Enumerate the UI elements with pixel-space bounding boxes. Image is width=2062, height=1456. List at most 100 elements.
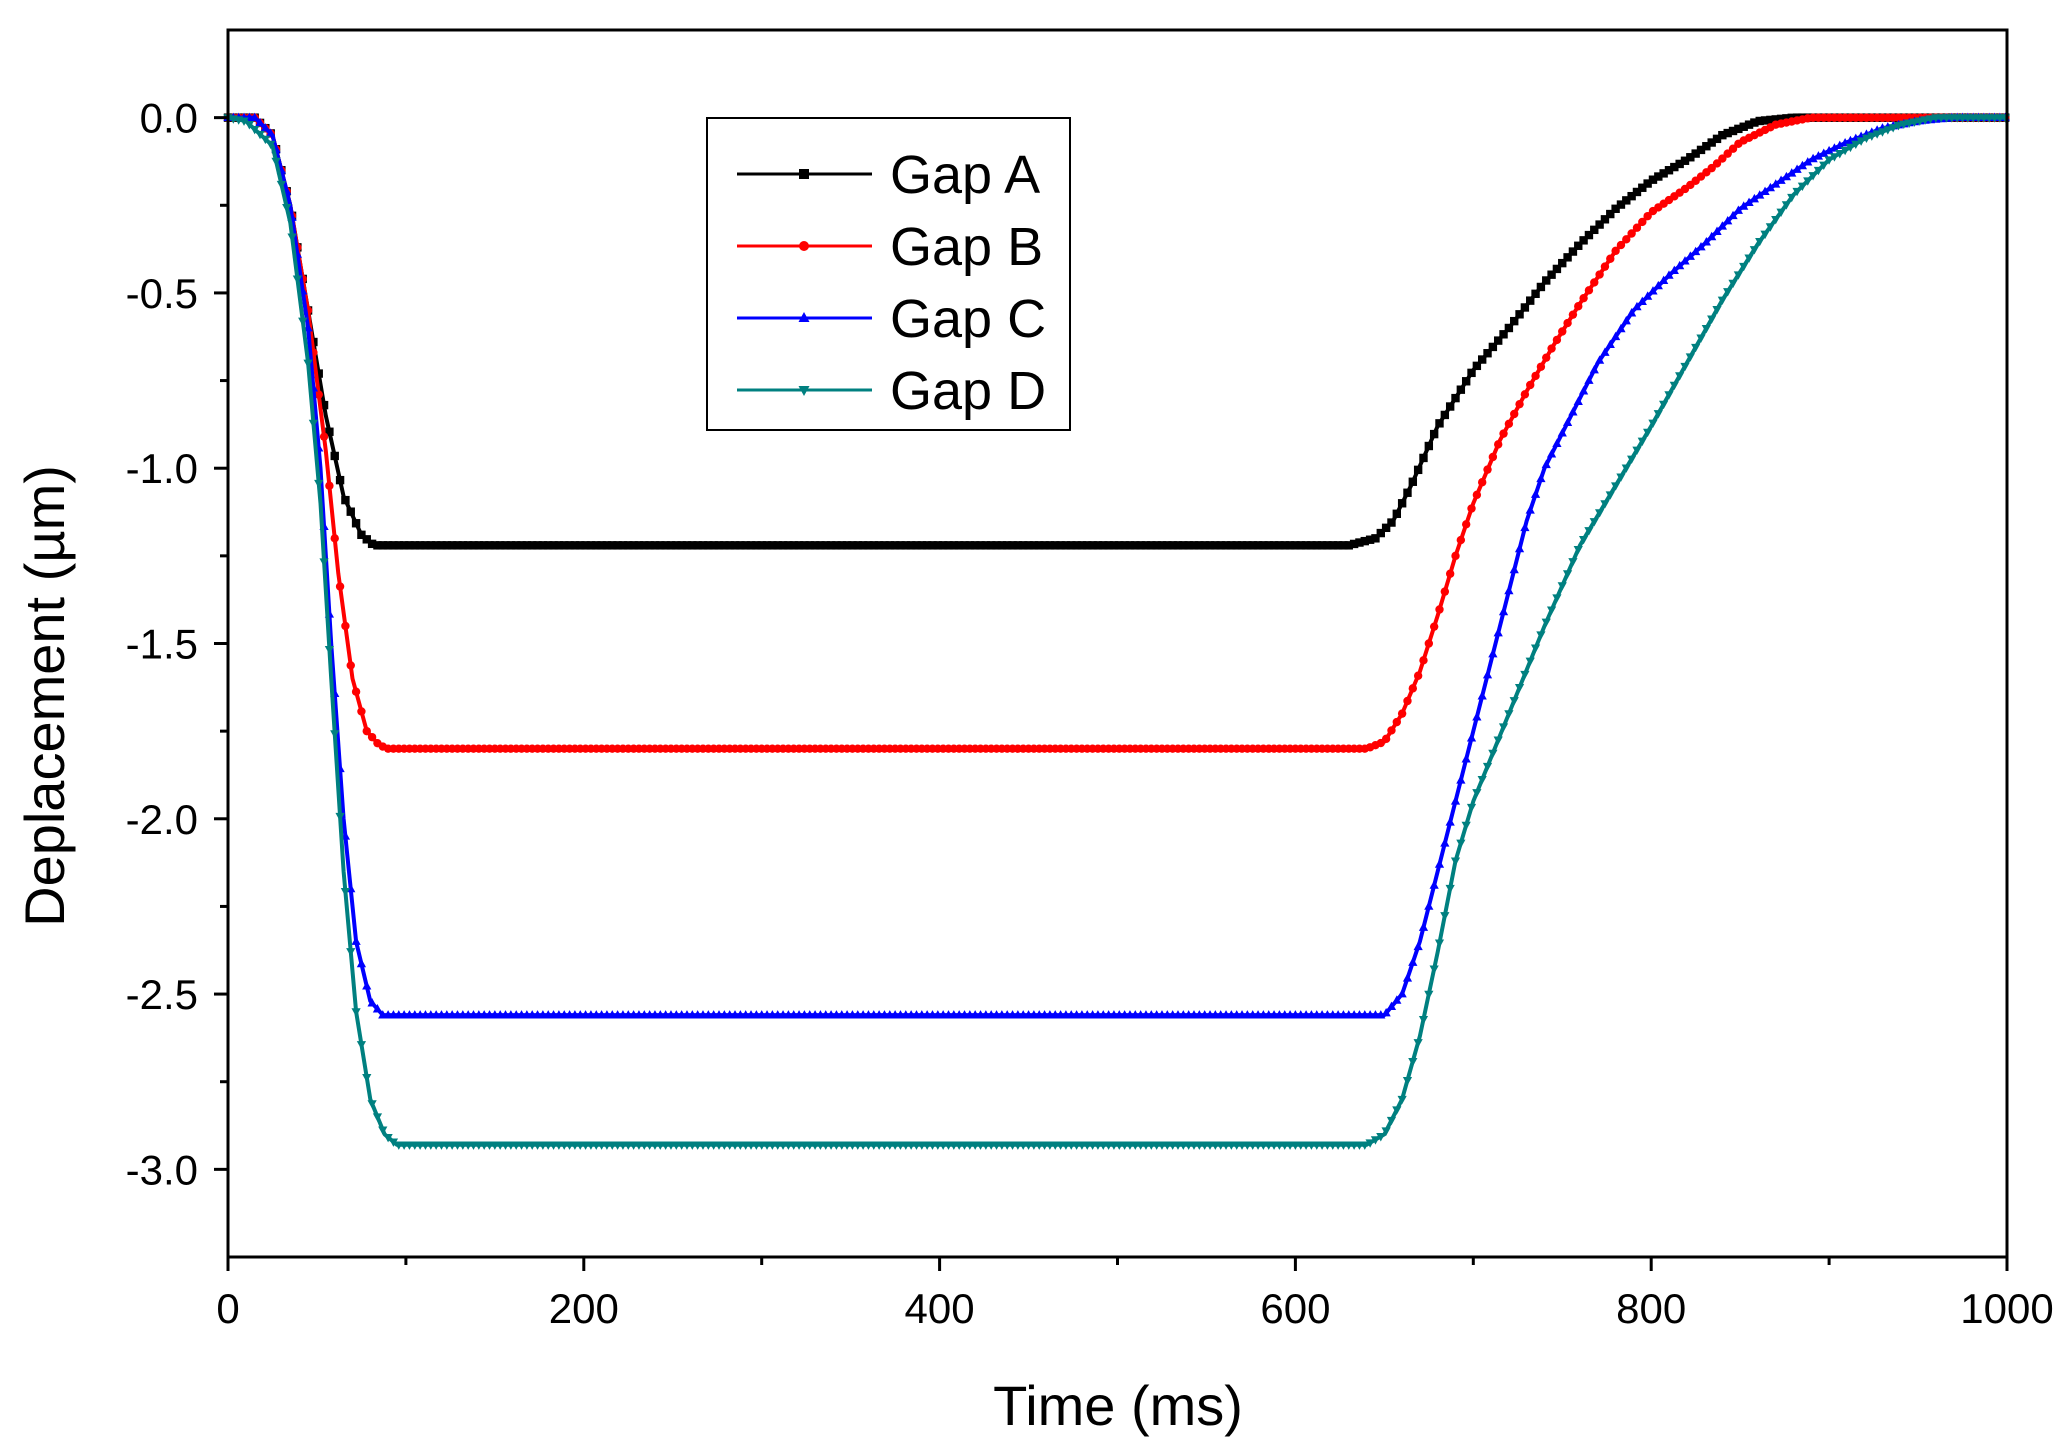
data-point xyxy=(1637,437,1647,447)
data-point xyxy=(693,541,702,550)
data-point xyxy=(399,541,409,550)
data-point xyxy=(1605,339,1615,348)
data-point xyxy=(1499,330,1508,339)
data-point xyxy=(458,541,468,550)
data-point xyxy=(1333,541,1343,550)
data-point xyxy=(314,369,323,378)
data-point xyxy=(1494,440,1503,449)
data-point xyxy=(1797,160,1808,170)
data-point xyxy=(1403,696,1412,706)
data-point xyxy=(624,541,633,550)
data-point xyxy=(1429,622,1439,631)
data-point xyxy=(1595,270,1604,279)
data-point xyxy=(1376,1133,1386,1142)
data-point xyxy=(1920,116,1930,125)
data-point xyxy=(1195,541,1204,550)
data-point xyxy=(1712,306,1722,315)
data-point xyxy=(1925,115,1936,124)
y-axis-title: Deplacement (µm) xyxy=(13,465,76,927)
data-point xyxy=(1787,193,1797,203)
data-point xyxy=(853,541,862,550)
data-point xyxy=(394,541,403,550)
data-point xyxy=(1653,280,1663,290)
data-point xyxy=(981,541,991,550)
data-point xyxy=(1445,402,1455,411)
data-point xyxy=(1498,606,1509,616)
data-point xyxy=(1606,254,1615,263)
data-point xyxy=(1568,407,1578,416)
data-point xyxy=(1579,293,1588,303)
data-point xyxy=(890,541,900,550)
data-point xyxy=(837,541,846,550)
data-point xyxy=(1701,324,1711,334)
data-point xyxy=(308,419,319,429)
data-point xyxy=(1360,536,1369,546)
data-point xyxy=(314,390,323,399)
data-point xyxy=(608,541,617,550)
data-point xyxy=(1648,175,1658,184)
data-point xyxy=(1915,117,1925,126)
data-point xyxy=(1792,187,1802,197)
data-point xyxy=(1397,499,1407,508)
data-point xyxy=(634,541,644,550)
data-point xyxy=(1472,490,1482,500)
data-point xyxy=(586,541,596,550)
data-point xyxy=(1552,594,1562,603)
data-point xyxy=(1515,310,1524,319)
data-point xyxy=(544,541,553,550)
data-point xyxy=(1739,122,1748,131)
data-point xyxy=(1590,278,1599,287)
data-point xyxy=(1755,238,1765,247)
data-point xyxy=(1594,355,1605,364)
data-point xyxy=(1600,347,1610,356)
data-point xyxy=(1429,429,1439,439)
data-point xyxy=(1574,302,1583,311)
data-point xyxy=(1718,130,1727,140)
data-point xyxy=(965,541,975,550)
data-point xyxy=(1616,323,1626,333)
data-point xyxy=(970,541,980,550)
data-point xyxy=(1163,541,1172,550)
data-point xyxy=(330,534,339,543)
data-point xyxy=(1109,541,1119,550)
data-point xyxy=(986,541,996,550)
data-point xyxy=(1670,162,1679,172)
data-point xyxy=(880,541,889,550)
data-point xyxy=(768,541,777,550)
data-point xyxy=(645,541,654,550)
data-point xyxy=(1781,201,1792,210)
data-point xyxy=(1739,201,1749,210)
data-point xyxy=(1509,697,1519,706)
data-point xyxy=(602,541,612,550)
data-point xyxy=(1611,331,1621,341)
data-point xyxy=(1077,541,1087,550)
data-point xyxy=(1173,541,1183,550)
legend-marker xyxy=(799,241,809,251)
series-markers xyxy=(223,114,2010,1150)
data-point xyxy=(1744,120,1754,129)
data-point xyxy=(762,541,772,550)
data-point xyxy=(1526,380,1535,390)
data-point xyxy=(356,958,367,968)
data-point xyxy=(1648,286,1658,295)
data-point xyxy=(1424,639,1434,648)
data-point xyxy=(346,507,355,516)
data-point xyxy=(1648,419,1658,429)
data-point xyxy=(1445,817,1455,826)
data-point xyxy=(1696,334,1706,343)
data-point xyxy=(1643,428,1653,438)
data-point xyxy=(1456,839,1466,849)
data-point xyxy=(874,541,884,550)
data-point xyxy=(239,117,249,126)
data-point xyxy=(1541,618,1551,627)
series-gap-d xyxy=(223,114,2010,1150)
data-point xyxy=(1072,541,1081,550)
y-tick-label: -1.5 xyxy=(126,621,198,668)
data-point xyxy=(1728,144,1738,153)
data-point xyxy=(1440,587,1450,596)
data-point xyxy=(896,541,905,550)
data-point xyxy=(1397,989,1407,998)
data-point xyxy=(250,112,260,122)
data-point xyxy=(244,121,254,130)
